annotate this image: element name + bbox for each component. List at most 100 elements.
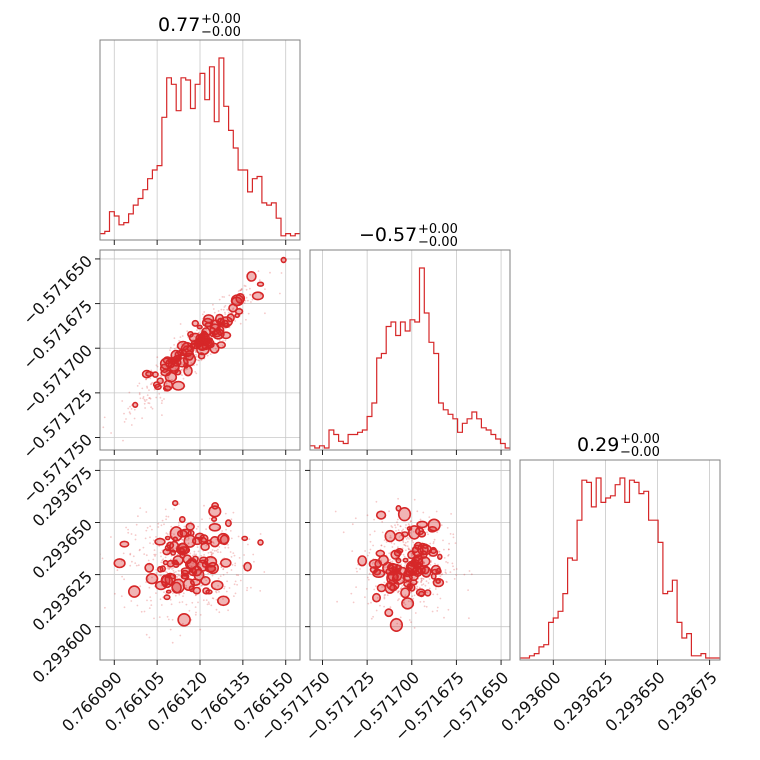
scatter-point-2-1-39 — [455, 568, 458, 570]
scatter-point-2-0-136 — [137, 515, 139, 518]
scatter-point-2-0-117 — [229, 551, 232, 553]
scatter-point-2-0-318 — [181, 538, 184, 541]
contour-blob-1-0-85 — [197, 352, 206, 360]
scatter-points-2-0 — [100, 500, 266, 644]
scatter-point-2-0-210 — [191, 601, 194, 604]
scatter-point-2-0-159 — [138, 549, 141, 552]
scatter-point-1-0-291 — [148, 389, 150, 391]
scatter-point-2-0-215 — [217, 551, 219, 553]
scatter-point-2-1-157 — [394, 526, 397, 529]
scatter-point-2-1-304 — [388, 510, 390, 513]
scatter-point-1-0-246 — [165, 382, 168, 385]
scatter-point-1-0-158 — [149, 397, 151, 399]
scatter-point-2-0-268 — [199, 628, 202, 631]
scatter-point-2-0-127 — [215, 608, 218, 611]
scatter-point-2-1-60 — [436, 593, 439, 596]
scatter-point-2-0-57 — [247, 543, 249, 546]
contour-blob-2-1-79 — [413, 541, 423, 551]
scatter-point-2-0-297 — [213, 521, 216, 524]
scatter-point-1-0-414 — [239, 322, 242, 325]
panel-frame-1-1 — [309, 249, 511, 451]
scatter-point-2-0-129 — [227, 609, 230, 612]
contour-blob-2-1-80 — [427, 525, 438, 533]
scatter-point-2-1-168 — [399, 588, 402, 590]
scatter-point-2-0-421 — [236, 583, 239, 586]
scatter-point-1-0-251 — [146, 394, 149, 397]
contour-blob-2-0-48 — [200, 575, 211, 586]
scatter-point-2-0-342 — [194, 613, 197, 616]
scatter-point-2-0-144 — [218, 546, 221, 548]
scatter-point-2-1-446 — [413, 627, 416, 629]
scatter-point-1-0-463 — [151, 381, 154, 384]
scatter-point-2-1-414 — [436, 606, 439, 609]
scatter-point-2-0-42 — [212, 541, 215, 544]
scatter-point-2-1-46 — [359, 568, 361, 570]
contour-blob-2-0-18 — [216, 595, 230, 607]
scatter-point-1-0-418 — [110, 432, 112, 434]
contour-blob-1-0-30 — [256, 281, 265, 287]
scatter-point-2-1-298 — [390, 541, 393, 544]
scatter-point-2-1-335 — [372, 544, 374, 547]
scatter-point-2-0-308 — [194, 606, 197, 608]
contour-blob-2-0-28 — [159, 565, 167, 573]
scatter-point-2-1-72 — [380, 544, 383, 547]
scatter-point-1-0-95 — [175, 367, 177, 370]
scatter-point-2-0-206 — [169, 598, 172, 601]
scatter-point-2-0-518 — [217, 526, 220, 529]
contour-blob-2-1-3 — [402, 557, 409, 563]
scatter-point-1-0-356 — [190, 362, 193, 364]
scatter-point-1-0-249 — [245, 296, 248, 299]
contour-blob-2-1-10 — [384, 608, 394, 618]
scatter-point-1-0-102 — [234, 320, 237, 322]
scatter-point-2-0-390 — [159, 598, 162, 601]
scatter-point-1-0-111 — [145, 378, 147, 381]
scatter-point-2-1-195 — [423, 561, 426, 564]
scatter-point-2-0-246 — [187, 536, 190, 539]
scatter-point-1-0-444 — [122, 439, 124, 442]
scatter-point-2-1-236 — [463, 573, 466, 576]
contour-blob-2-0-79 — [257, 539, 264, 546]
title-param-2: 0.29 +0.00 −0.00 — [577, 432, 660, 460]
scatter-point-2-0-441 — [123, 606, 126, 609]
scatter-point-2-1-122 — [369, 533, 371, 536]
scatter-point-1-0-44 — [193, 335, 196, 338]
scatter-point-2-0-416 — [145, 581, 148, 584]
contour-blob-2-0-35 — [119, 540, 130, 548]
scatter-point-1-0-388 — [194, 351, 197, 353]
contour-blob-2-1-59 — [417, 530, 427, 538]
scatter-point-2-0-113 — [215, 549, 218, 552]
scatter-point-1-0-261 — [221, 296, 224, 298]
scatter-point-2-1-258 — [411, 595, 414, 598]
scatter-point-2-0-310 — [167, 552, 169, 554]
scatter-point-2-1-341 — [397, 559, 400, 562]
scatter-point-2-0-425 — [199, 614, 202, 616]
scatter-point-1-0-222 — [245, 288, 248, 291]
scatter-point-2-1-292 — [367, 554, 369, 557]
scatter-point-2-1-378 — [396, 622, 399, 625]
scatter-point-2-0-214 — [120, 559, 123, 562]
scatter-point-2-0-516 — [230, 569, 233, 571]
scatter-point-1-0-31 — [142, 397, 145, 400]
scatter-point-1-0-278 — [195, 359, 198, 361]
scatter-point-2-0-35 — [230, 537, 233, 540]
scatter-point-2-1-326 — [336, 600, 338, 603]
scatter-point-2-1-517 — [394, 556, 397, 559]
scatter-point-2-1-418 — [383, 605, 385, 608]
scatter-point-2-1-492 — [393, 543, 396, 545]
scatter-point-1-0-332 — [147, 402, 150, 404]
scatter-point-2-0-218 — [234, 564, 237, 567]
contour-blob-1-0-44 — [203, 314, 215, 324]
scatter-point-2-1-217 — [381, 531, 384, 534]
contour-blob-1-0-84 — [174, 350, 183, 359]
contour-blob-2-1-61 — [402, 573, 413, 582]
scatter-point-2-0-434 — [187, 539, 189, 541]
scatter-point-2-0-288 — [130, 533, 133, 535]
scatter-point-2-1-62 — [440, 524, 443, 527]
scatter-point-2-0-282 — [215, 590, 217, 593]
scatter-point-2-0-108 — [222, 574, 225, 576]
scatter-point-1-0-233 — [198, 323, 201, 325]
scatter-point-2-1-403 — [421, 579, 423, 582]
scatter-point-2-0-15 — [173, 533, 175, 536]
contour-blob-2-1-52 — [375, 510, 387, 520]
scatter-point-2-0-506 — [176, 575, 179, 578]
